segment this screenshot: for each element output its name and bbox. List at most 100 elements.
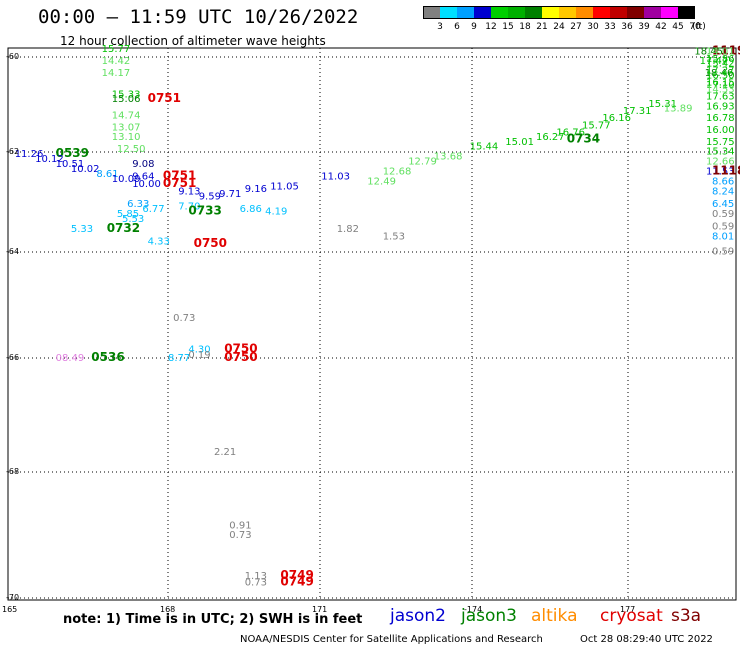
colorbar-unit: (ft): [692, 22, 706, 32]
wave-height-label: 12.50: [117, 144, 146, 155]
wave-height-label: 08.49: [56, 353, 85, 364]
plot-frame: [7, 47, 737, 601]
wave-height-label: 9.59: [199, 192, 221, 203]
pass-time-label: 0750: [194, 236, 227, 250]
pass-time-label: 0539: [56, 146, 89, 160]
wave-height-label: 4.30: [188, 345, 210, 356]
lat-tick-label: -68: [6, 467, 20, 476]
wave-height-label: 0.73: [245, 577, 267, 588]
wave-height-label: 15.86: [706, 54, 735, 65]
wave-height-label: 8.66: [712, 177, 734, 188]
wave-height-label: 16.15: [706, 78, 735, 89]
wave-height-label: 8.77: [168, 353, 190, 364]
wave-height-label: 6.33: [127, 199, 149, 210]
colorbar-swatch: [491, 6, 508, 19]
wave-height-label: 5.85: [117, 209, 139, 220]
colorbar-label: 39: [638, 22, 650, 32]
wave-height-label: 0.59: [712, 209, 734, 220]
wave-height-label: 15.33: [112, 89, 141, 100]
colorbar-label: 21: [536, 22, 548, 32]
colorbar-border: [423, 6, 695, 19]
colorbar-swatch: [508, 6, 525, 19]
pass-time-label: 0751: [163, 176, 196, 190]
wave-height-label: 11.53: [706, 167, 735, 178]
wave-height-label: 1.82: [337, 224, 359, 235]
wave-height-label: 0.73: [173, 313, 195, 324]
wave-height-label: 15.34: [706, 147, 735, 158]
wave-height-label: 9.08: [132, 159, 154, 170]
wave-height-label: 11.05: [270, 182, 299, 193]
footer-credit: NOAA/NESDIS Center for Satellite Applica…: [240, 634, 543, 645]
wave-height-label: 16.78: [706, 113, 735, 124]
wave-height-label: 16.93: [706, 101, 735, 112]
wave-height-label: 6.86: [240, 204, 262, 215]
colorbar-label: 9: [471, 22, 477, 32]
colorbar-label: 70: [689, 22, 701, 32]
pass-time-label: 0749: [280, 574, 313, 588]
wave-height-label: 10.12: [35, 154, 64, 165]
lat-tick-label: -60: [6, 52, 20, 61]
wave-height-label: 17.63: [706, 92, 735, 103]
wave-height-label: 9.71: [219, 189, 241, 200]
wave-height-label: 11.03: [321, 172, 350, 183]
colorbar-swatch: [542, 6, 559, 19]
wave-height-label: 17.47: [700, 56, 729, 67]
colorbar-label: 24: [553, 22, 565, 32]
pass-time-label: 0536: [91, 350, 124, 364]
wave-height-label: 15.44: [470, 142, 499, 153]
wave-height-label: 18.46: [705, 68, 734, 79]
legend-item-s3a: s3a: [671, 606, 702, 626]
lat-tick-label: -64: [6, 247, 20, 256]
wave-height-label: 5.53: [122, 214, 144, 225]
wave-height-label: 8.01: [712, 232, 734, 243]
legend-item-jason3: jason3: [461, 606, 517, 626]
pass-time-label: 0749: [280, 568, 313, 582]
pass-time-label: 0751: [163, 169, 196, 183]
wave-height-label: 0.59: [712, 222, 734, 233]
colorbar-label: 3: [437, 22, 443, 32]
wave-height-label: 1.53: [383, 232, 405, 243]
wave-height-label: 7.70: [178, 202, 200, 213]
wave-height-label: 9.16: [245, 184, 267, 195]
legend-item-cryosat: cryosat: [600, 606, 663, 626]
wave-height-label: 17.31: [623, 106, 652, 117]
wave-height-label: 11.26: [15, 149, 44, 160]
colorbar-swatch: [423, 6, 440, 19]
wave-height-label: 15.31: [648, 99, 677, 110]
wave-height-label: 15.77: [582, 120, 611, 131]
wave-height-label: 15.77: [102, 44, 131, 55]
wave-height-label: 15.75: [706, 137, 735, 148]
wave-height-label: 14.01: [706, 47, 735, 58]
wave-height-label: 17.10: [706, 80, 735, 91]
colorbar-label: 27: [570, 22, 582, 32]
wave-height-label: 0.59: [712, 247, 734, 258]
wave-height-label: 16.27: [536, 132, 565, 143]
colorbar-label: 18: [519, 22, 531, 32]
wave-height-label: 16.16: [602, 113, 631, 124]
pass-time-label: 0732: [107, 221, 140, 235]
colorbar-swatch: [474, 6, 491, 19]
colorbar-label: 33: [604, 22, 616, 32]
wave-height-label: 13.10: [112, 132, 141, 143]
lon-tick-label: 177: [620, 605, 636, 614]
lon-tick-label: 168: [160, 605, 176, 614]
wave-height-label: 6.45: [712, 199, 734, 210]
wave-height-label: 15.06: [112, 94, 141, 105]
wave-height-label: 9.13: [178, 187, 200, 198]
wave-height-label: 10.51: [56, 159, 85, 170]
wave-height-label: 15.42: [706, 59, 735, 70]
colorbar-swatch: [678, 6, 695, 19]
wave-height-label: 12.68: [383, 167, 412, 178]
colorbar-label: 15: [502, 22, 514, 32]
wave-height-label: 13.89: [664, 104, 693, 115]
footer-timestamp: Oct 28 08:29:40 UTC 2022: [580, 634, 713, 645]
colorbar-label: 42: [655, 22, 667, 32]
lon-tick-label: -174: [464, 605, 483, 614]
note-text: note: 1) Time is in UTC; 2) SWH is in fe…: [63, 612, 363, 627]
wave-height-label: 5.33: [71, 224, 93, 235]
wave-height-label: 2.21: [214, 447, 236, 458]
wave-height-label: 14.74: [112, 111, 141, 122]
wave-height-label: 16.00: [706, 125, 735, 136]
